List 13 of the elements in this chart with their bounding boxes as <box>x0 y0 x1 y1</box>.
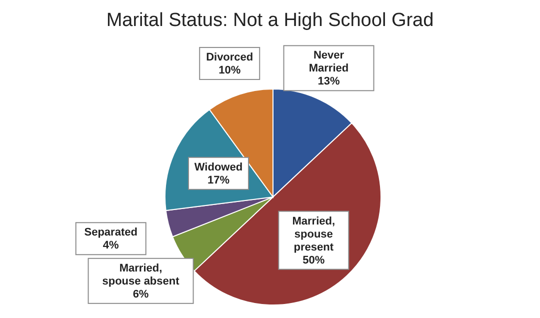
slice-label: Married, spouse present <box>292 215 336 254</box>
data-label: 50% <box>302 254 325 266</box>
data-label: 10% <box>218 64 241 76</box>
data-label: 17% <box>207 174 230 186</box>
data-label: 4% <box>102 240 120 252</box>
slice-label: Never Married <box>308 50 349 75</box>
slice-label: Married, spouse absent <box>102 262 180 288</box>
slice-label: Widowed <box>194 161 243 174</box>
slice-label: Separated <box>84 226 138 239</box>
data-label: 6% <box>132 288 149 300</box>
data-label: 13% <box>318 76 340 88</box>
chart-title: Marital Status: Not a High School Grad <box>105 10 435 32</box>
slice-label: Divorced <box>206 51 254 64</box>
